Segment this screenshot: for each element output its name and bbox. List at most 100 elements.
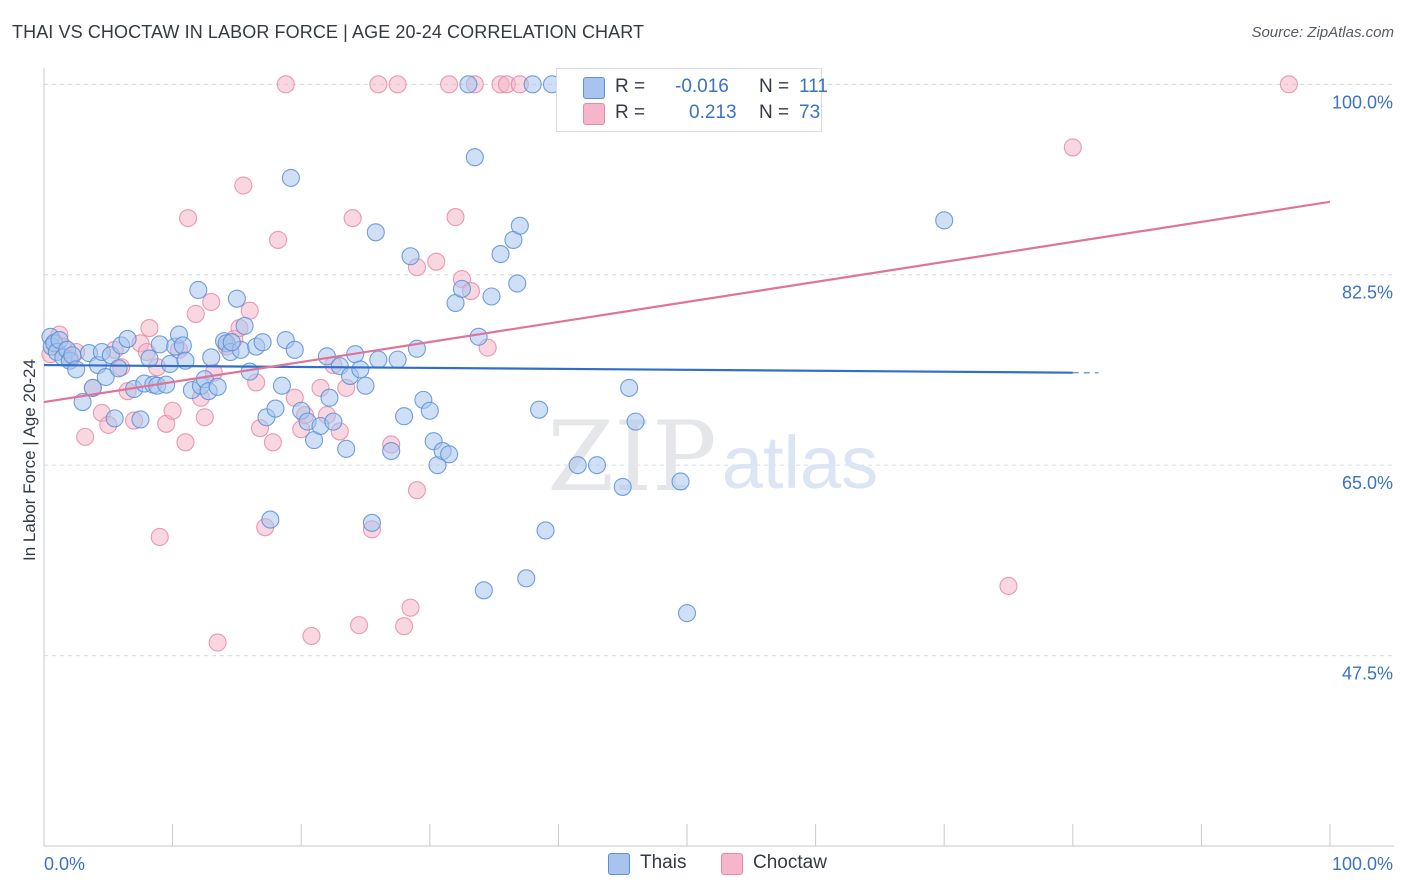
thai-point	[388, 350, 407, 369]
y-axis-label: In Labor Force | Age 20-24	[20, 359, 39, 561]
choctaw-point	[263, 433, 282, 452]
thai-point	[395, 407, 414, 426]
thai-point	[568, 456, 587, 475]
thai-point	[140, 349, 159, 368]
bottom-legend-label: Thais	[640, 852, 687, 873]
thai-point	[362, 513, 381, 532]
thai-point	[118, 329, 137, 348]
thai-point	[459, 75, 478, 94]
tick-labels: 47.5% 65.0% 82.5% 100.0% 0.0% 100.0%	[44, 92, 1393, 874]
choctaw-swatch	[721, 853, 743, 875]
x-tick-label: 0.0%	[44, 854, 85, 874]
choctaw-point	[401, 598, 420, 617]
thai-trend-line	[43, 363, 1073, 374]
y-tick-label: 65.0%	[1342, 473, 1393, 493]
thai-point	[160, 354, 180, 374]
thai-point	[530, 400, 549, 419]
thai-point	[208, 377, 227, 396]
choctaw-point	[240, 301, 259, 320]
thai-point	[452, 279, 472, 298]
thai-point	[474, 581, 493, 600]
thai-point	[189, 280, 208, 300]
thai-point	[587, 456, 607, 475]
thai-point	[440, 445, 459, 464]
thai-point	[176, 351, 195, 370]
x-tick-label: 100.0%	[1332, 854, 1393, 874]
thai-point	[482, 287, 501, 306]
thai-point	[281, 168, 300, 187]
thai-point	[285, 340, 304, 359]
choctaw-point	[234, 176, 253, 195]
choctaw-point	[276, 75, 295, 94]
choctaw-swatch	[583, 103, 605, 125]
thai-point	[131, 410, 150, 429]
thai-point	[382, 441, 401, 461]
choctaw-point	[269, 230, 288, 249]
thai-point	[83, 378, 102, 397]
thai-point	[320, 388, 339, 407]
thai-point	[469, 327, 488, 346]
thai-point	[935, 211, 954, 230]
thai-point	[173, 336, 192, 355]
chart-title: THAI VS CHOCTAW IN LABOR FORCE | AGE 20-…	[12, 22, 645, 42]
choctaw-point	[76, 427, 95, 446]
choctaw-point	[163, 401, 182, 420]
choctaw-point	[427, 252, 446, 271]
choctaw-point	[999, 576, 1018, 595]
thai-point	[261, 510, 280, 529]
choctaw-point	[388, 75, 407, 94]
thai-point	[420, 401, 439, 420]
legend-r-value: -0.016	[675, 76, 729, 97]
choctaw-point	[407, 481, 426, 500]
legend-n-label: N =	[759, 76, 790, 97]
correlation-legend: R = -0.016 N = 111 R = 0.213 N = 73	[556, 68, 828, 132]
choctaw-point	[1063, 138, 1082, 157]
choctaw-point	[302, 626, 321, 646]
choctaw-point	[150, 527, 169, 547]
bottom-legend-label: Choctaw	[753, 852, 827, 873]
thai-point	[517, 569, 536, 588]
thai-point	[202, 348, 221, 367]
legend-n-value: 73	[799, 102, 821, 123]
thais-swatch	[608, 853, 630, 875]
thai-points	[41, 75, 954, 623]
y-tick-label: 100.0%	[1332, 92, 1393, 112]
thai-point	[671, 472, 690, 491]
thai-point	[272, 376, 291, 395]
choctaw-point	[369, 75, 388, 94]
choctaw-point	[208, 633, 227, 652]
thai-point	[337, 439, 356, 458]
choctaw-point	[350, 616, 369, 635]
thai-point	[510, 216, 529, 235]
thai-point	[227, 289, 246, 308]
choctaw-point	[140, 319, 159, 338]
thai-point	[356, 376, 375, 395]
source-label: Source: ZipAtlas.com	[1251, 24, 1394, 41]
thai-point	[523, 75, 542, 94]
choctaw-point	[343, 209, 362, 228]
watermark: ZIP atlas	[547, 401, 878, 513]
thai-point	[366, 223, 385, 242]
thai-point	[508, 274, 527, 293]
legend-r-label: R =	[615, 76, 646, 97]
thai-point	[222, 333, 241, 352]
choctaw-point	[178, 209, 198, 228]
thai-point	[369, 350, 388, 369]
thai-point	[324, 412, 343, 431]
choctaw-point	[395, 617, 414, 636]
legend-r-label: R =	[615, 102, 646, 123]
choctaw-point	[176, 433, 195, 452]
thai-point	[266, 399, 285, 418]
choctaw-point	[186, 304, 205, 323]
choctaw-point	[440, 75, 459, 94]
thai-point	[351, 360, 370, 379]
thai-point	[536, 521, 555, 540]
thai-point	[677, 604, 697, 623]
thai-point	[253, 333, 272, 352]
watermark-atlas: atlas	[722, 421, 878, 504]
choctaw-point	[446, 208, 465, 227]
thai-point	[401, 247, 420, 266]
choctaw-points	[41, 75, 1298, 652]
thai-point	[105, 409, 124, 428]
